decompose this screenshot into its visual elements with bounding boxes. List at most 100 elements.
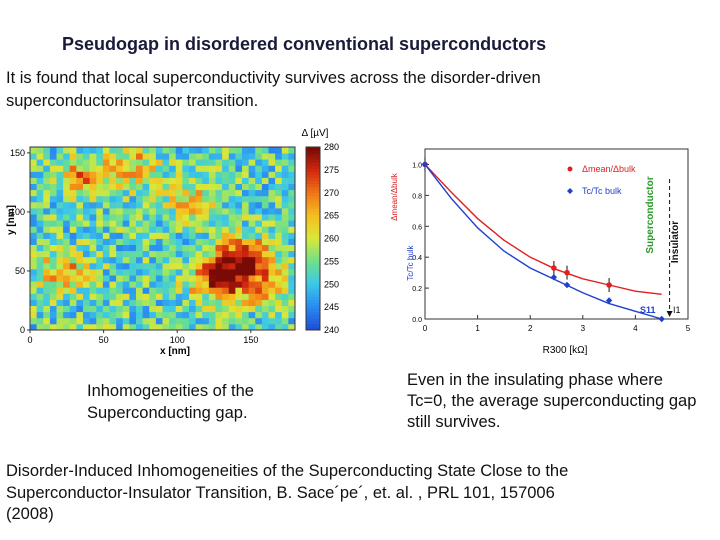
heatmap-cell — [122, 195, 130, 203]
heatmap-cell — [116, 256, 124, 264]
heatmap-cell — [102, 232, 110, 239]
heatmap-cell — [109, 317, 117, 325]
heatmap-cell — [56, 177, 64, 184]
slide-title: Pseudogap in disordered conventional sup… — [62, 34, 547, 54]
heatmap-cell — [281, 287, 289, 294]
heatmap-cell — [261, 293, 269, 300]
heatmap-cell — [281, 305, 289, 313]
heatmap-cell — [30, 275, 38, 282]
heatmap-cell — [56, 262, 64, 270]
heatmap-cell — [255, 250, 263, 258]
heatmap-cell — [235, 171, 243, 178]
heatmap-cell — [189, 244, 197, 252]
heatmap-cell — [202, 177, 210, 184]
heatmap-cell — [175, 177, 183, 184]
heatmap-cell — [102, 226, 110, 233]
heatmap-cell — [222, 226, 230, 233]
heatmap-cell — [288, 275, 296, 282]
heatmap-cell — [242, 238, 250, 245]
heatmap-cell — [56, 311, 64, 319]
heatmap-cell — [268, 293, 276, 300]
heatmap-cell — [102, 293, 110, 300]
colorbar-swatch — [306, 323, 320, 328]
heatmap-cell — [116, 165, 124, 172]
colorbar-tick-label: 250 — [324, 279, 339, 289]
heatmap-cell — [30, 238, 38, 245]
heatmap-cell — [56, 287, 64, 294]
heatmap-cell — [49, 226, 57, 233]
heatmap-cell — [242, 189, 250, 197]
heatmap-cell — [76, 226, 84, 233]
heatmap-cell — [162, 311, 170, 319]
heatmap-cell — [189, 281, 197, 288]
heatmap-cell — [63, 232, 71, 239]
heatmap-cell — [222, 189, 230, 197]
heatmap-cell — [89, 238, 97, 245]
heatmap-cell — [255, 262, 263, 270]
heatmap-cell — [169, 305, 177, 313]
colorbar-swatch — [306, 201, 320, 206]
heatmap-cell — [129, 238, 137, 245]
heatmap-cell — [142, 287, 150, 294]
heatmap-cell — [155, 305, 163, 313]
heatmap-cell — [142, 323, 150, 331]
heatmap-cell — [275, 287, 283, 294]
heatmap-cell — [248, 287, 256, 294]
transition-arrow — [666, 311, 673, 317]
heatmap-cell — [129, 183, 137, 191]
heatmap-cell — [275, 262, 283, 270]
heatmap-cell — [36, 281, 44, 288]
heatmap-cell — [122, 147, 130, 154]
heatmap-cell — [235, 244, 243, 252]
heatmap-cell — [89, 220, 97, 227]
heatmap-cell — [56, 250, 64, 258]
plot-ylabel-tc: Tc/Tc bulk — [406, 244, 415, 280]
heatmap-cell — [268, 238, 276, 245]
heatmap-cell — [222, 250, 230, 258]
heatmap-cell — [235, 159, 243, 166]
heatmap-cell — [76, 250, 84, 258]
heatmap-cell — [83, 275, 91, 282]
heatmap-cell — [129, 195, 137, 203]
heatmap-cell — [109, 299, 117, 306]
heatmap-cell — [182, 293, 190, 300]
heatmap-cell — [49, 317, 57, 325]
heatmap-cell — [228, 305, 236, 313]
heatmap-cell — [182, 238, 190, 245]
heatmap-cell — [63, 293, 71, 300]
heatmap-cell — [255, 244, 263, 252]
heatmap-cell — [142, 250, 150, 258]
heatmap-cell — [56, 147, 64, 154]
heatmap-cell — [268, 281, 276, 288]
heatmap-cell — [30, 214, 38, 221]
heatmap-cell — [63, 183, 71, 191]
heatmap-cell — [49, 269, 57, 276]
heatmap-cell — [116, 147, 124, 154]
heatmap-cell — [248, 189, 256, 197]
heatmap-cell — [275, 275, 283, 282]
heatmap-cell — [281, 189, 289, 197]
heatmap-cell — [129, 208, 137, 215]
heatmap-cell — [208, 226, 216, 233]
colorbar-swatch — [306, 223, 320, 227]
heatmap-y-tick-label: 100 — [10, 207, 25, 217]
heatmap-cell — [215, 256, 223, 264]
heatmap-cell — [122, 281, 130, 288]
heatmap-cell — [182, 177, 190, 184]
colorbar-label: Δ [µV] — [302, 128, 329, 139]
heatmap-cell — [149, 244, 157, 252]
heatmap-cell — [208, 153, 216, 160]
heatmap-cell — [43, 250, 51, 258]
heatmap-cell — [116, 262, 124, 270]
heatmap-cell — [122, 262, 130, 270]
heatmap-cell — [288, 293, 296, 300]
heatmap-cell — [228, 287, 236, 294]
data-point — [563, 281, 571, 289]
heatmap-cell — [255, 165, 263, 172]
heatmap-cell — [69, 238, 77, 245]
heatmap-cell — [155, 244, 163, 252]
heatmap-cell — [268, 256, 276, 264]
heatmap-cell — [189, 299, 197, 306]
heatmap-cell — [109, 201, 117, 209]
heatmap-cell — [288, 201, 296, 209]
